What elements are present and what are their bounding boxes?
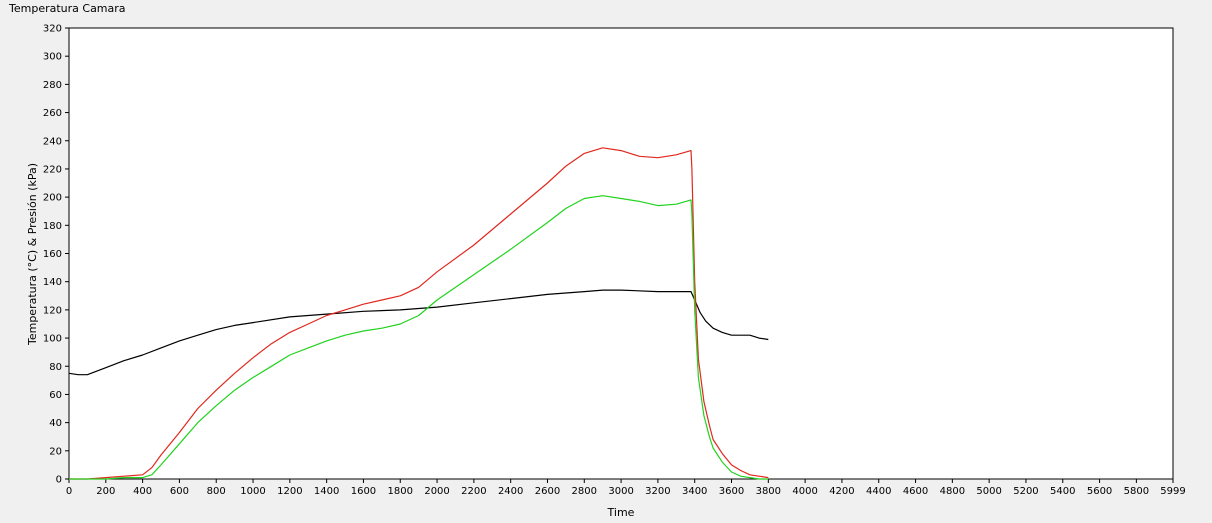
y-tick-label: 180	[43, 221, 62, 232]
x-tick-label: 5000	[976, 486, 1001, 497]
x-tick-label: 4000	[792, 486, 817, 497]
x-tick-label: 5200	[1013, 486, 1038, 497]
x-tick-label: 4800	[940, 486, 965, 497]
x-tick-label: 4600	[903, 486, 928, 497]
y-tick-label: 200	[43, 193, 62, 204]
x-tick-label: 600	[170, 486, 189, 497]
x-tick-label: 1000	[240, 486, 265, 497]
y-tick-label: 100	[43, 334, 62, 345]
series-line-3	[69, 195, 769, 480]
x-tick-label: 3600	[719, 486, 744, 497]
x-tick-label: 5600	[1087, 486, 1112, 497]
x-tick-label: 400	[133, 486, 152, 497]
x-tick-label: 2000	[424, 486, 449, 497]
y-tick-label: 120	[43, 305, 62, 316]
x-tick-label: 800	[207, 486, 226, 497]
series-line-1	[68, 289, 769, 376]
x-tick-label: 3000	[608, 486, 633, 497]
x-tick-label: 1800	[388, 486, 413, 497]
plot-area	[68, 27, 1174, 480]
y-axis-title: Temperatura (°C) & Presión (kPa)	[26, 163, 39, 346]
x-tick-label: 1400	[314, 486, 339, 497]
x-axis-title: Time	[607, 506, 635, 519]
y-tick-label: 240	[43, 136, 62, 147]
x-axis: 0 200 400 600 800 1000 1200 1400 1600 1800 2000 220…	[66, 479, 1186, 497]
x-tick-label: 3800	[756, 486, 781, 497]
y-tick-label: 300	[43, 52, 62, 63]
y-tick-label: 260	[43, 108, 62, 119]
y-tick-label: 0	[56, 475, 62, 486]
series-line-2	[69, 147, 769, 480]
y-tick-label: 60	[49, 390, 62, 401]
chart-title: Temperatura Camara	[9, 2, 126, 15]
x-tick-label: 4200	[829, 486, 854, 497]
y-tick-label: 320	[43, 24, 62, 35]
y-tick-label: 220	[43, 164, 62, 175]
y-tick-label: 140	[43, 277, 62, 288]
x-tick-label: 2800	[572, 486, 597, 497]
x-tick-label: 3200	[645, 486, 670, 497]
x-tick-label: 1200	[277, 486, 302, 497]
x-tick-label: 5400	[1050, 486, 1075, 497]
x-tick-label: 4400	[866, 486, 891, 497]
x-tick-label: 5800	[1124, 486, 1149, 497]
y-axis: 0 20 40 60 80 100 120 140 160 180 200 220 240 260 280 3…	[43, 24, 69, 486]
x-tick-label: 200	[96, 486, 115, 497]
y-tick-label: 160	[43, 249, 62, 260]
x-tick-label: 0	[66, 486, 72, 497]
y-tick-label: 80	[49, 362, 62, 373]
series-layer	[68, 147, 769, 480]
x-tick-label: 2600	[535, 486, 560, 497]
y-tick-label: 280	[43, 80, 62, 91]
x-tick-label: 5999	[1160, 486, 1185, 497]
x-tick-label: 3400	[682, 486, 707, 497]
y-tick-label: 40	[49, 418, 62, 429]
x-tick-label: 2400	[498, 486, 523, 497]
x-tick-label: 2200	[461, 486, 486, 497]
y-tick-label: 20	[49, 446, 62, 457]
x-tick-label: 1600	[351, 486, 376, 497]
